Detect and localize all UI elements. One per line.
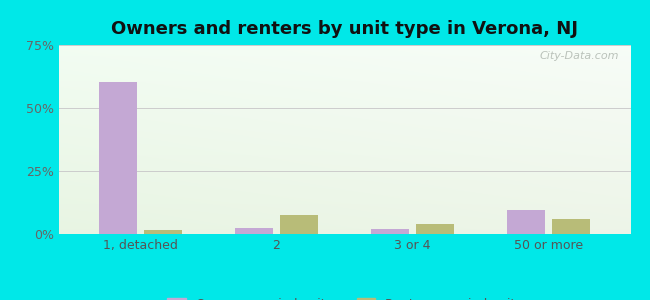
Bar (280, 215, 318, 234)
Legend: Owner occupied units, Renter occupied units: Owner occupied units, Renter occupied un… (162, 293, 527, 300)
Bar (416, 224, 454, 234)
Bar (235, 229, 273, 234)
Bar (507, 210, 545, 234)
Bar (552, 219, 590, 234)
Text: City-Data.com: City-Data.com (540, 51, 619, 61)
Title: Owners and renters by unit type in Verona, NJ: Owners and renters by unit type in Veron… (111, 20, 578, 38)
Bar (144, 230, 182, 234)
Bar (99, 82, 136, 234)
Bar (371, 230, 410, 234)
